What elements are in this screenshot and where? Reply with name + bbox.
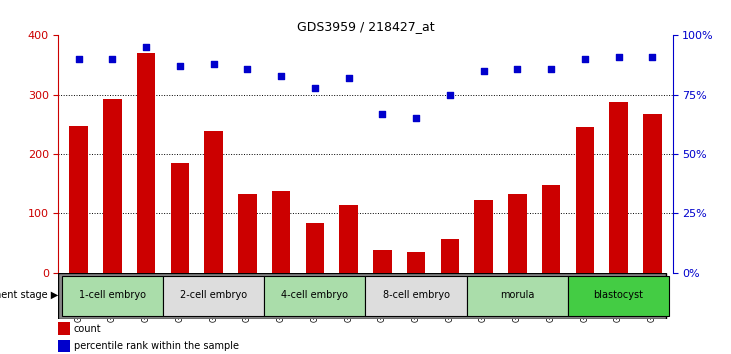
Text: blastocyst: blastocyst <box>594 290 643 300</box>
Bar <box>407 252 425 273</box>
Bar <box>306 223 324 273</box>
Bar <box>339 205 358 273</box>
FancyBboxPatch shape <box>163 276 265 316</box>
Text: 1-cell embryo: 1-cell embryo <box>79 290 146 300</box>
Bar <box>508 194 526 273</box>
Bar <box>103 99 122 273</box>
FancyBboxPatch shape <box>466 276 568 316</box>
Text: 4-cell embryo: 4-cell embryo <box>281 290 349 300</box>
Bar <box>58 340 69 352</box>
Title: GDS3959 / 218427_at: GDS3959 / 218427_at <box>297 20 434 33</box>
Point <box>410 115 422 121</box>
Point <box>478 68 490 74</box>
Point <box>73 56 85 62</box>
Point <box>140 45 152 50</box>
Bar <box>170 163 189 273</box>
Bar <box>474 200 493 273</box>
Text: morula: morula <box>500 290 534 300</box>
Bar <box>58 322 69 335</box>
Bar <box>575 127 594 273</box>
Point <box>276 73 287 79</box>
Point <box>512 66 523 72</box>
Point <box>241 66 253 72</box>
Bar <box>238 194 257 273</box>
Bar <box>542 185 561 273</box>
Point <box>309 85 321 90</box>
FancyBboxPatch shape <box>366 276 466 316</box>
Point <box>174 63 186 69</box>
Bar <box>373 250 392 273</box>
Bar <box>609 102 628 273</box>
Text: development stage ▶: development stage ▶ <box>0 290 58 300</box>
FancyBboxPatch shape <box>58 273 666 319</box>
FancyBboxPatch shape <box>265 276 366 316</box>
Point <box>646 54 658 59</box>
Text: 2-cell embryo: 2-cell embryo <box>180 290 247 300</box>
Point <box>579 56 591 62</box>
Bar <box>272 191 290 273</box>
Point <box>444 92 455 97</box>
Point <box>208 61 219 67</box>
Text: percentile rank within the sample: percentile rank within the sample <box>74 341 239 351</box>
Point <box>343 75 355 81</box>
Bar <box>643 114 662 273</box>
Text: 8-cell embryo: 8-cell embryo <box>382 290 450 300</box>
FancyBboxPatch shape <box>568 276 669 316</box>
Text: count: count <box>74 324 102 333</box>
Point <box>613 54 624 59</box>
Bar <box>205 131 223 273</box>
Bar <box>69 126 88 273</box>
Point <box>107 56 118 62</box>
Bar <box>441 239 459 273</box>
Bar <box>137 53 156 273</box>
Point <box>376 111 388 116</box>
Point <box>545 66 557 72</box>
FancyBboxPatch shape <box>62 276 163 316</box>
